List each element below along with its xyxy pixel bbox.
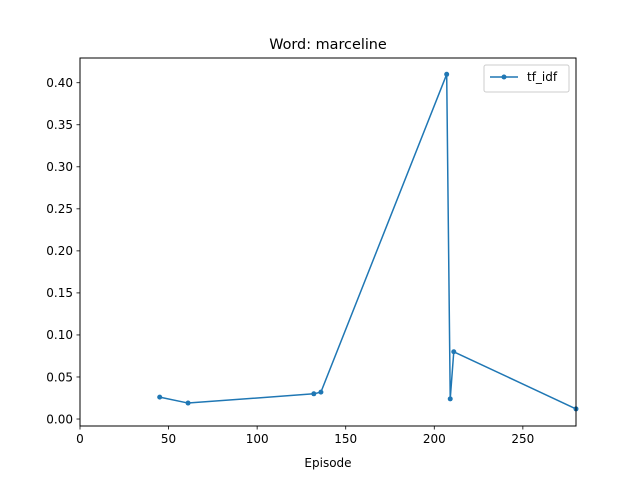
y-tick-label: 0.25 [46, 202, 73, 216]
data-point [311, 391, 317, 397]
legend: tf_idf [483, 64, 570, 93]
y-tick-label: 0.05 [46, 370, 73, 384]
data-point [157, 394, 163, 400]
legend-series-label: tf_idf [527, 70, 558, 84]
series-layer [157, 71, 579, 412]
data-point [451, 349, 457, 355]
y-tick-label: 0.35 [46, 118, 73, 132]
axes-frame [79, 57, 577, 427]
legend-series-marker [501, 74, 507, 80]
x-axis-label: Episode [304, 456, 351, 470]
chart-title: Word: marceline [269, 37, 387, 53]
y-tick-label: 0.10 [46, 328, 73, 342]
x-tick-label: 250 [511, 432, 534, 446]
y-tick-label: 0.00 [46, 412, 73, 426]
x-tick-label: 0 [76, 432, 84, 446]
data-point [447, 396, 453, 402]
data-point [444, 71, 450, 77]
x-tick-label: 50 [161, 432, 176, 446]
y-axis-ticks: 0.00 0.05 0.10 0.15 0.20 0.25 0.30 0.35 0.40 [46, 76, 80, 426]
x-axis-ticks: 0 50 100 150 200 250 [76, 426, 534, 446]
plot-area [80, 58, 576, 426]
y-tick-label: 0.15 [46, 286, 73, 300]
series-line-tf_idf [159, 73, 577, 410]
legend-box [483, 64, 570, 93]
x-tick-label: 150 [334, 432, 357, 446]
x-tick-label: 100 [246, 432, 269, 446]
data-point [318, 389, 324, 395]
y-tick-label: 0.40 [46, 76, 73, 90]
y-tick-label: 0.30 [46, 160, 73, 174]
x-tick-label: 200 [423, 432, 446, 446]
y-tick-label: 0.20 [46, 244, 73, 258]
data-point [185, 400, 191, 406]
